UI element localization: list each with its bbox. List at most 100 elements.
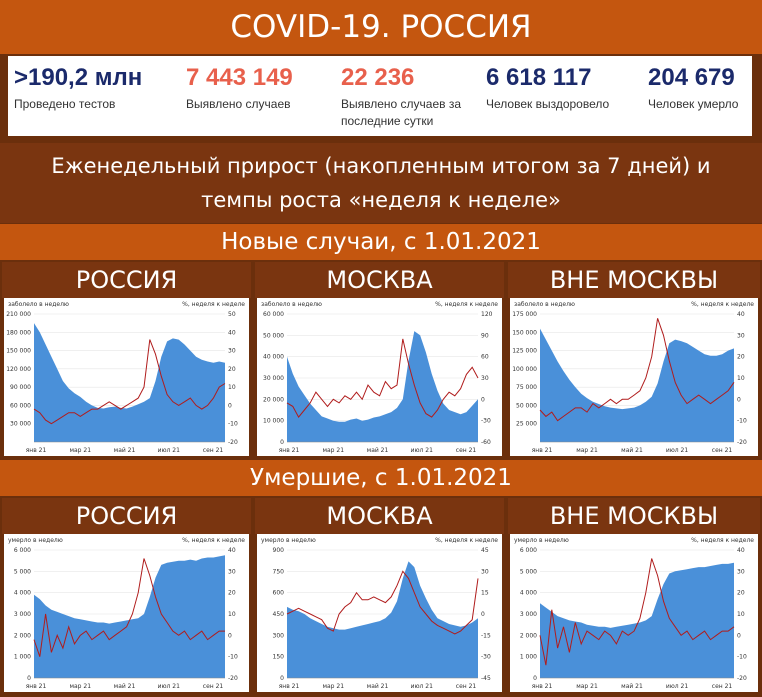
x-tick-label: июл 21 [666,447,689,454]
y2-tick-label: -10 [228,654,238,661]
region-label: ВНЕ МОСКВЫ [508,498,760,534]
line-series [539,558,735,666]
y-tick-label: 210 000 [6,311,31,318]
y-tick-label: 10 000 [263,418,284,425]
area-series [34,323,225,442]
y2-tick-label: -20 [737,675,747,682]
y2-tick-label: 0 [481,611,485,618]
line-series [33,339,226,425]
region-label: РОССИЯ [2,498,251,534]
x-tick-label: мар 21 [576,447,598,454]
y2-tick-label: -30 [481,654,491,661]
stat-cases: 7 443 149 Выявлено случаев [186,64,293,113]
cases-outside-moscow-chart: заболело в неделю %, неделя к неделе 25 00… [512,301,754,454]
y-tick-label: 50 000 [516,402,537,409]
stat-deaths: 204 679 Человек умерло [648,64,738,113]
y-tick-label: 125 000 [512,348,537,355]
y-tick-label: 600 [273,590,285,597]
y2-tick-label: 10 [737,375,745,382]
x-tick-label: июл 21 [158,447,181,454]
chart-panel: заболело в неделю %, неделя к неделе 0 10 0… [257,298,502,456]
y-tick-label: 100 000 [512,366,537,373]
line-series [286,338,479,418]
y2-tick-label: -20 [228,439,238,446]
y-tick-label: 300 [273,632,285,639]
y-tick-label: 0 [280,439,284,446]
chart-panel: заболело в неделю %, неделя к неделе 30 00… [4,298,249,456]
y2-tick-label: -10 [737,418,747,425]
y-tick-label: 3 000 [14,611,31,618]
stat-cases-day: 22 236 Выявлено случаев за последние сут… [341,64,471,130]
y2-tick-label: 10 [737,611,745,618]
x-tick-label: сен 21 [203,683,224,690]
area-series [540,562,734,678]
x-tick-label: мар 21 [69,683,91,690]
y2-tick-label: -20 [737,439,747,446]
y-tick-label: 150 [273,654,285,661]
y-tick-label: 25 000 [516,421,537,428]
y2-tick-label: 0 [228,632,232,639]
y-axis-title: умерло в неделю [514,537,569,544]
y2-tick-label: 0 [737,396,741,403]
chart-panel: умерло в неделю%, неделя к неделе 0 150 300… [257,534,502,692]
y-tick-label: 0 [533,675,537,682]
y-tick-label: 3 000 [520,611,537,618]
x-tick-label: сен 21 [456,447,477,454]
y-tick-label: 75 000 [516,384,537,391]
region-label: ВНЕ МОСКВЫ [508,262,760,298]
y2-tick-label: 40 [737,547,745,554]
x-tick-label: май 21 [114,683,136,690]
y-tick-label: 1 000 [520,654,537,661]
y-tick-label: 6 000 [14,547,31,554]
y2-tick-label: 0 [737,632,741,639]
area-series [287,331,478,442]
stat-label: Проведено тестов [14,97,116,111]
y-tick-label: 30 000 [263,375,284,382]
x-tick-label: сен 21 [456,683,477,690]
y2-tick-label: 30 [737,332,745,339]
stat-recovered: 6 618 117 Человек выздоровело [486,64,609,113]
y2-tick-label: 10 [228,384,236,391]
x-tick-label: мар 21 [322,683,344,690]
y-tick-label: 5 000 [14,568,31,575]
y-tick-label: 6 000 [520,547,537,554]
y-tick-label: 175 000 [512,311,537,318]
stat-label: Человек умерло [648,97,739,111]
section-title-deaths: Умершие, с 1.01.2021 [0,460,762,496]
y2-tick-label: 30 [737,568,745,575]
y2-tick-label: 0 [481,396,485,403]
subtitle: Еженедельный прирост (накопленным итогом… [0,143,762,223]
y2-axis-title: %, неделя к неделе [435,537,498,544]
x-tick-label: сен 21 [203,447,224,454]
y-tick-label: 150 000 [6,348,31,355]
y-tick-label: 40 000 [263,354,284,361]
stat-label: Выявлено случаев за последние сутки [341,97,462,128]
x-tick-label: май 21 [367,447,389,454]
x-tick-label: мар 21 [576,683,598,690]
x-tick-label: янв 21 [532,447,553,454]
y2-tick-label: 90 [481,332,489,339]
area-series [540,328,734,442]
stat-value: >190,2 млн [14,64,143,91]
y2-tick-label: 120 [481,311,493,318]
x-tick-label: май 21 [367,683,389,690]
y-axis-title: заболело в неделю [8,301,69,308]
x-tick-label: янв 21 [532,683,553,690]
x-tick-label: июл 21 [666,683,689,690]
y-tick-label: 60 000 [10,402,31,409]
y-tick-label: 0 [27,675,31,682]
y-tick-label: 1 000 [14,654,31,661]
y-tick-label: 90 000 [10,384,31,391]
region-label: РОССИЯ [2,262,251,298]
x-tick-label: май 21 [621,683,643,690]
y2-tick-label: 15 [481,590,489,597]
y-tick-label: 120 000 [6,366,31,373]
y-axis-title: заболело в неделю [261,301,322,308]
x-tick-label: июл 21 [411,447,434,454]
x-tick-label: май 21 [621,447,643,454]
stat-value: 22 236 [341,64,415,91]
y2-tick-label: 30 [481,568,489,575]
y2-tick-label: -20 [228,675,238,682]
stats-panel: >190,2 млн Проведено тестов 7 443 149 Вы… [8,56,752,136]
page-title: COVID-19. РОССИЯ [0,0,762,54]
